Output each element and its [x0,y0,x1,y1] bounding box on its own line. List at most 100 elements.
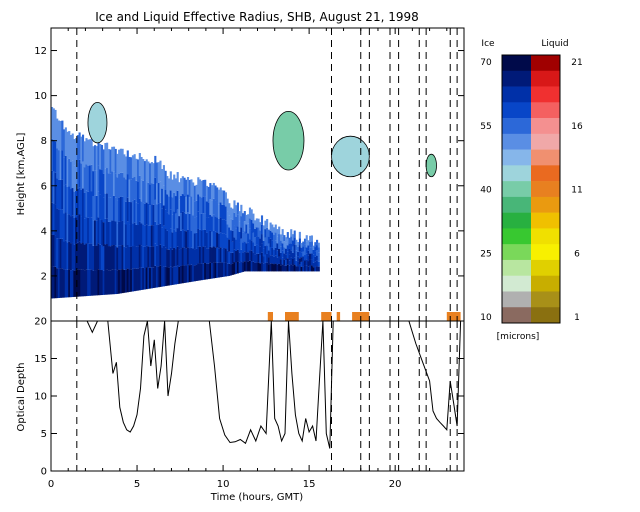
ice-cell [161,208,164,228]
ice-cell [314,266,317,272]
ice-cell [143,182,147,204]
ice-cell [90,243,93,270]
ice-cell [112,220,116,246]
ice-cell [291,246,295,253]
ice-cell [236,202,239,215]
ice-cell [310,259,313,266]
ice-cell [112,245,116,270]
ice-cell [54,109,57,142]
liquid-patch [446,312,461,321]
ice-cell [119,245,122,270]
ice-cell [228,215,231,228]
ice-cell [226,224,229,238]
ice-cell [188,196,191,214]
ice-cell [176,246,179,266]
ice-cell [157,266,160,288]
ice-cell [260,243,264,253]
ice-cell [80,136,83,164]
ice-cell [202,246,205,264]
ice-cell [166,175,169,195]
ice-cell [272,256,276,265]
colorbar-liquid-swatch [531,275,560,292]
time-tick-label: 20 [389,479,402,490]
ice-cell [305,235,308,242]
ice-cell [125,247,128,270]
ice-cell [88,243,91,270]
colorbar-ice-tick: 55 [480,122,491,132]
ice-cell [97,139,100,166]
ice-cell [309,235,312,242]
ice-cell [143,225,147,247]
ice-cell [317,266,320,272]
ice-cell [133,176,136,200]
ice-cell [278,263,281,272]
ice-cell [166,267,169,286]
ice-cell [147,267,150,289]
ice-cell [233,200,236,213]
ice-cell [169,266,172,286]
ice-cell [236,226,239,238]
ice-cell [271,247,274,256]
ice-cell [180,265,183,284]
od-tick-label: 15 [34,354,47,365]
ice-cell [204,196,207,214]
ice-cell [300,247,303,253]
ice-cell [219,187,222,203]
ice-cell [154,265,157,288]
ice-cell [59,209,62,239]
ice-cell [150,246,153,268]
ice-cell [76,242,79,270]
ice-cell [188,213,191,232]
ice-cell [181,229,184,248]
ice-cell [267,264,270,272]
ice-cell [138,221,141,245]
ice-cell [173,211,176,230]
ice-cell [302,241,305,247]
ice-cell [188,265,191,283]
ice-cell [276,243,279,251]
ice-cell [121,196,124,221]
ice-cell [298,238,301,246]
ice-cell [150,183,153,205]
ice-cell [56,178,59,209]
ice-cell [130,246,133,270]
ice-cell [178,199,181,217]
ice-cell [226,198,229,212]
ice-cell [190,213,193,231]
ice-cell [204,179,207,197]
ice-cell [272,227,276,235]
ice-cell [193,185,196,202]
ice-cell [174,266,178,285]
colorbar-liquid-swatch [531,70,560,87]
ice-cell [133,154,136,177]
liquid-patch [321,312,332,321]
ice-cell [198,229,202,247]
ice-cell [159,223,162,245]
ice-cell [209,230,212,247]
ice-cell [107,149,110,174]
ice-cell [135,246,138,269]
ice-cell [73,191,76,218]
ice-cell [149,246,152,268]
ice-cell [267,243,270,251]
ice-cell [223,233,226,249]
height-tick-label: 6 [41,181,47,192]
ice-cell [247,252,250,262]
ice-cell [207,202,210,218]
height-tick-label: 8 [41,136,47,147]
ice-cell [285,265,288,272]
bottom-vertical-markers [76,321,458,471]
ice-cell [240,204,243,217]
ice-cell [142,246,145,268]
ice-cell [247,261,250,272]
ice-cell [307,250,310,256]
ice-cell [255,244,258,254]
ice-cell [224,234,227,249]
ice-cell [267,250,270,258]
ice-cell [171,267,174,285]
ice-cell [125,224,128,248]
ice-cell [310,235,313,242]
ice-cell [185,248,188,266]
ice-cell [231,208,234,220]
ice-cell [185,231,188,249]
